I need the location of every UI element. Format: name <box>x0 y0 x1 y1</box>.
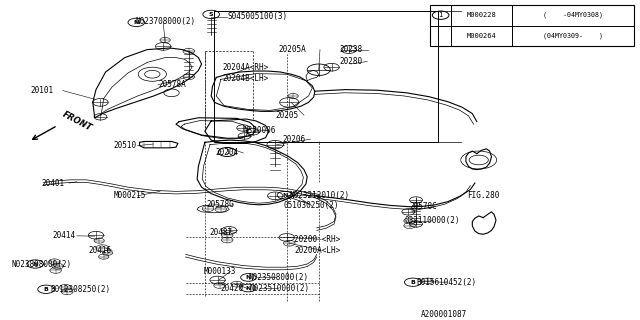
Text: 20578G: 20578G <box>206 200 234 209</box>
Text: 20101: 20101 <box>31 86 54 95</box>
Text: 20200 <RH>: 20200 <RH> <box>294 235 340 244</box>
Text: A200001087: A200001087 <box>421 310 467 319</box>
Text: 20510: 20510 <box>114 141 137 150</box>
Text: 20206: 20206 <box>283 135 306 144</box>
Text: M000215: M000215 <box>114 191 147 200</box>
Text: FIG.280: FIG.280 <box>467 191 500 200</box>
Text: B: B <box>410 280 415 285</box>
Text: N023508000(2): N023508000(2) <box>248 273 308 282</box>
Text: M000133: M000133 <box>204 267 236 276</box>
Text: N023708000(2): N023708000(2) <box>136 17 196 26</box>
Text: N: N <box>134 20 139 25</box>
Text: (    -04MY0308): ( -04MY0308) <box>543 12 603 19</box>
Text: 20487: 20487 <box>209 228 232 237</box>
Text: M000228: M000228 <box>467 12 497 18</box>
Text: 20238: 20238 <box>340 45 363 54</box>
Text: N: N <box>246 275 251 280</box>
Text: N023212010(2): N023212010(2) <box>289 191 349 200</box>
Text: N: N <box>33 261 38 267</box>
Text: B: B <box>44 287 49 292</box>
Text: N023808000(2): N023808000(2) <box>12 260 72 268</box>
Text: 1: 1 <box>438 12 443 18</box>
Bar <box>214 11 438 142</box>
Text: S045005100(3): S045005100(3) <box>227 12 287 21</box>
Text: S: S <box>209 12 214 17</box>
Text: 20200A<LH>: 20200A<LH> <box>294 246 340 255</box>
Text: 20205A: 20205A <box>278 45 306 54</box>
Text: 1: 1 <box>225 149 230 155</box>
Text: N: N <box>246 285 251 291</box>
Text: N023510000(2): N023510000(2) <box>250 284 310 292</box>
Text: N350006: N350006 <box>243 126 276 135</box>
Text: FRONT: FRONT <box>61 110 93 133</box>
Text: M000264: M000264 <box>467 33 497 39</box>
Text: N: N <box>282 193 287 198</box>
Text: B012308250(2): B012308250(2) <box>50 285 110 294</box>
Text: 032110000(2): 032110000(2) <box>404 216 460 225</box>
Text: 20416: 20416 <box>88 246 111 255</box>
Text: 20414: 20414 <box>52 231 76 240</box>
Text: 20578A: 20578A <box>158 80 186 89</box>
Text: 20204A<RH>: 20204A<RH> <box>222 63 268 72</box>
Text: 20205: 20205 <box>275 111 298 120</box>
Text: 20420: 20420 <box>221 284 244 293</box>
Bar <box>430 5 634 46</box>
Text: (04MY0309-    ): (04MY0309- ) <box>543 33 603 39</box>
Text: 20401: 20401 <box>42 179 65 188</box>
Text: B015610452(2): B015610452(2) <box>416 278 476 287</box>
Text: 20280: 20280 <box>339 57 362 66</box>
Text: 20204B<LH>: 20204B<LH> <box>222 74 268 83</box>
Text: 051030250(2): 051030250(2) <box>284 201 339 210</box>
Text: 20204: 20204 <box>216 148 239 157</box>
Text: 20578C: 20578C <box>410 202 437 211</box>
